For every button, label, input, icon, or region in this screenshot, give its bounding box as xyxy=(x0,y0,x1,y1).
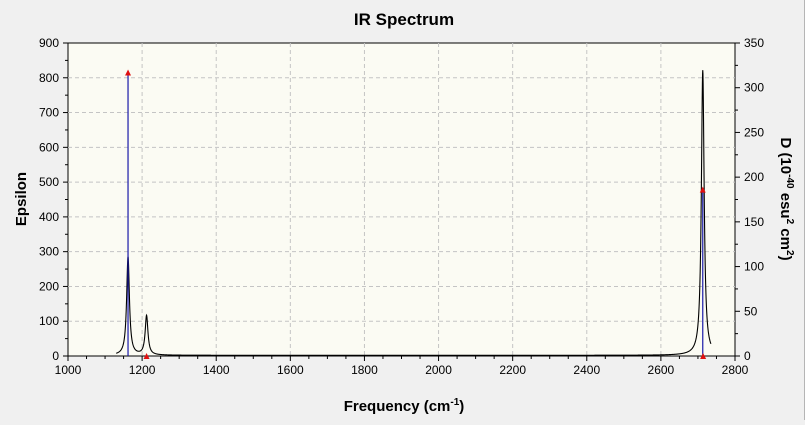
x-tick-label: 1800 xyxy=(351,363,378,377)
y-tick-label: 200 xyxy=(39,279,59,293)
y2-axis-label: D (10-40 esu2 cm2) xyxy=(777,137,795,260)
y-tick-label: 500 xyxy=(39,175,59,189)
y2-tick-label: 250 xyxy=(744,125,764,139)
y2-tick-label: 0 xyxy=(744,349,751,363)
x-tick-label: 1400 xyxy=(203,363,230,377)
y2-tick-label: 300 xyxy=(744,81,764,95)
y2-tick-label: 150 xyxy=(744,215,764,229)
stick-layer xyxy=(125,69,707,359)
spectrum-line xyxy=(115,70,712,356)
x-tick-label: 2800 xyxy=(722,363,749,377)
y2-label-superscript: -40 xyxy=(784,174,795,189)
y2-label-text: esu xyxy=(777,189,794,219)
y2-tick-label: 350 xyxy=(744,36,764,50)
x-tick-label: 1000 xyxy=(55,363,82,377)
x-axis-label-text: Frequency (cm xyxy=(344,398,451,415)
y2-tick-label: 200 xyxy=(744,170,764,184)
y2-label-text: ) xyxy=(777,256,794,261)
stick-marker xyxy=(700,353,707,359)
y2-label-text: cm xyxy=(777,224,794,250)
x-tick-label: 2000 xyxy=(425,363,452,377)
x-tick-label: 2600 xyxy=(648,363,675,377)
x-axis-label-superscript: -1 xyxy=(450,397,459,408)
stick-marker xyxy=(699,186,706,193)
y-tick-label: 300 xyxy=(39,245,59,259)
y2-label-superscript: 2 xyxy=(784,219,795,225)
x-tick-label: 2200 xyxy=(499,363,526,377)
y-tick-label: 800 xyxy=(39,71,59,85)
plot-area xyxy=(67,42,736,357)
spectrum-layer xyxy=(115,70,712,356)
y-tick-label: 900 xyxy=(39,36,59,50)
x-tick-label: 2400 xyxy=(573,363,600,377)
y2-tick-label: 100 xyxy=(744,260,764,274)
y-tick-label: 700 xyxy=(39,106,59,120)
x-tick-label: 1200 xyxy=(129,363,156,377)
y2-tick-label: 50 xyxy=(744,304,758,318)
y-tick-label: 0 xyxy=(52,349,59,363)
y2-label-text: D (10 xyxy=(777,137,794,174)
stick-marker xyxy=(125,69,132,76)
x-axis-label: Frequency (cm-1) xyxy=(344,397,465,415)
y-axis-label: Epsilon xyxy=(13,172,30,226)
chart-title: IR Spectrum xyxy=(354,10,454,29)
y-tick-label: 600 xyxy=(39,140,59,154)
x-axis-label-end: ) xyxy=(459,398,464,415)
stick-marker xyxy=(143,353,150,359)
y-tick-label: 400 xyxy=(39,210,59,224)
axes: 1000 1200 1400 1600 1800 2000 2200 2400 2600 2800… xyxy=(39,36,764,377)
grid-lines xyxy=(68,43,735,356)
y2-label-superscript: 2 xyxy=(784,250,795,256)
x-tick-label: 1600 xyxy=(277,363,304,377)
y-tick-label: 100 xyxy=(39,314,59,328)
